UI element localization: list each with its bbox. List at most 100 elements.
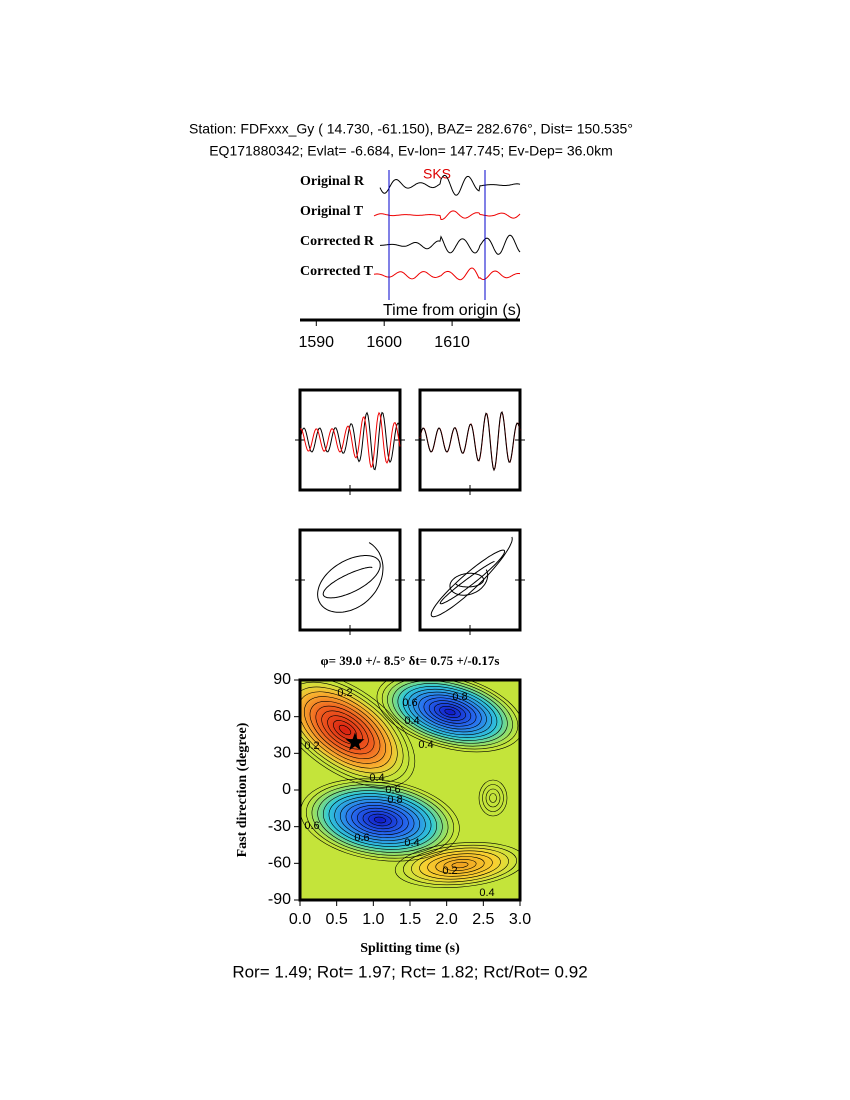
- footer: Ror= 1.49; Rot= 1.97; Rct= 1.82; Rct/Rot…: [232, 962, 587, 981]
- contour-line: [368, 813, 392, 827]
- x-tick-label: 1610: [434, 334, 470, 351]
- waveform: [373, 267, 521, 281]
- contour-line: [411, 847, 509, 883]
- contour-label: 0.8: [387, 794, 402, 806]
- contour-line: [374, 816, 386, 824]
- y-tick-label: 90: [273, 671, 291, 688]
- x-tick-label: 2.5: [472, 911, 494, 928]
- x-tick-label: 0.0: [289, 911, 311, 928]
- contour-line: [402, 686, 498, 738]
- contour-line: [315, 705, 375, 755]
- waveform: [380, 234, 521, 255]
- x-tick-label: 0.5: [326, 911, 348, 928]
- panel-frame: [298, 388, 402, 492]
- contour-line: [300, 686, 398, 774]
- contour-line: [435, 856, 485, 874]
- contour-line: [394, 842, 520, 888]
- contour-label: 0.8: [452, 691, 467, 703]
- x-tick-label: 2.0: [436, 911, 458, 928]
- contour-line: [334, 796, 426, 844]
- contour-line: [357, 807, 403, 833]
- contour-line: [381, 680, 519, 750]
- x-tick-label: 3.0: [509, 911, 531, 928]
- contour-line: [300, 680, 416, 788]
- x-tick-label: 1600: [366, 334, 402, 351]
- y-tick-label: -60: [268, 855, 291, 872]
- contour-line: [300, 681, 404, 779]
- x-tick-label: 1.5: [399, 911, 421, 928]
- grid-title: φ= 39.0 +/- 8.5° δt= 0.75 +/-0.17s: [321, 653, 500, 668]
- event-info: EQ171880342; Evlat= -6.684, Ev-lon= 147.…: [209, 143, 613, 159]
- x-axis-label: Time from origin (s): [383, 302, 521, 319]
- contour-line: [439, 706, 461, 718]
- y-tick-label: -90: [268, 891, 291, 908]
- contour-label: 0.6: [304, 820, 319, 832]
- contour-line: [339, 799, 421, 841]
- contour-line: [303, 696, 387, 764]
- contour-line: [309, 701, 381, 759]
- x-axis-label: Splitting time (s): [360, 941, 460, 956]
- particle-motion: [317, 542, 384, 613]
- contour-line: [392, 680, 508, 744]
- contour-line: [419, 850, 501, 880]
- contour-line: [338, 724, 352, 736]
- y-tick-label: 0: [282, 781, 291, 798]
- trace-label: Corrected R: [300, 234, 375, 249]
- waveform-panels: [295, 388, 525, 635]
- contour-line: [322, 790, 438, 850]
- contour-label: 0.4: [404, 715, 419, 727]
- particle-motion: [430, 536, 513, 618]
- contour-line: [351, 805, 409, 835]
- contour-line: [317, 787, 443, 853]
- y-axis-label: Fast direction (degree): [235, 722, 250, 857]
- contour-line: [489, 793, 497, 803]
- contour-label: 0.2: [337, 687, 352, 699]
- contour-line: [311, 784, 449, 856]
- contour-line: [376, 680, 520, 753]
- contour-line: [451, 861, 469, 869]
- y-tick-label: 60: [273, 708, 291, 725]
- contour-line: [482, 784, 504, 812]
- waveform: [419, 411, 521, 472]
- field-blob: [305, 780, 455, 860]
- waveform: [299, 411, 401, 471]
- contour-label: 0.6: [402, 697, 417, 709]
- contour-label: 0.4: [479, 887, 494, 899]
- contour-line: [403, 844, 517, 886]
- contour-line: [300, 680, 410, 783]
- contour-line: [428, 700, 472, 724]
- contour-line: [434, 703, 466, 721]
- x-tick-label: 1590: [298, 334, 334, 351]
- contour-line: [362, 810, 398, 830]
- contour-line: [478, 779, 508, 817]
- contour-label: 0.4: [369, 772, 384, 784]
- contour-label: 0.6: [354, 832, 369, 844]
- trace-label: Original R: [300, 174, 365, 189]
- contour-line: [444, 708, 456, 716]
- x-tick-label: 1.0: [362, 911, 384, 928]
- phase-label: SKS: [423, 166, 451, 182]
- particle-motion: [449, 569, 489, 596]
- contour-line: [407, 688, 493, 736]
- traces-panel: Original R Original T Corrected R Corrected…: [298, 170, 521, 351]
- waveform: [299, 411, 401, 468]
- contour-line: [485, 788, 501, 808]
- trace-label: Original T: [300, 204, 364, 219]
- panel-frame: [418, 528, 522, 632]
- best-fit-star: [345, 732, 365, 751]
- waveform: [373, 210, 521, 220]
- contour-line: [328, 793, 432, 847]
- waveform: [379, 174, 521, 196]
- field-blob: [400, 842, 520, 888]
- contour-line: [397, 683, 503, 741]
- y-tick-label: 30: [273, 745, 291, 762]
- grid-search-panel: 0.20.20.40.40.6 0.80.40.60.80.60.6 0.40.20…: [268, 671, 531, 928]
- contour-field: [300, 680, 520, 900]
- contour-label: 0.2: [304, 740, 319, 752]
- contour-line: [321, 710, 369, 750]
- contour-line: [443, 859, 477, 871]
- trace-label: Corrected T: [300, 264, 374, 279]
- contour-line: [423, 697, 477, 727]
- contour-line: [387, 680, 513, 747]
- y-tick-label: -30: [268, 818, 291, 835]
